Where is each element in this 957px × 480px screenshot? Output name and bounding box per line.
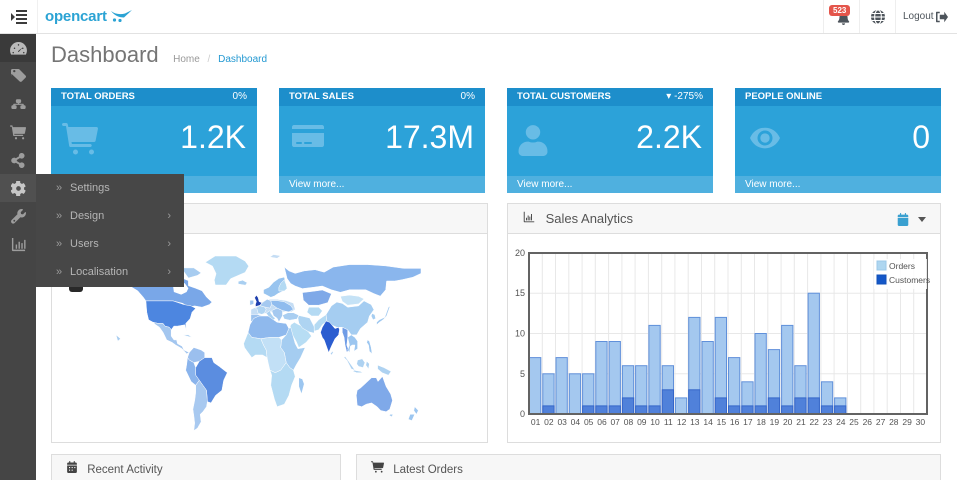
svg-text:12: 12 <box>677 417 687 427</box>
svg-text:22: 22 <box>809 417 819 427</box>
svg-text:08: 08 <box>624 417 634 427</box>
svg-text:04: 04 <box>571 417 581 427</box>
svg-text:15: 15 <box>515 288 525 298</box>
svg-text:01: 01 <box>531 417 541 427</box>
svg-text:30: 30 <box>916 417 926 427</box>
svg-text:21: 21 <box>796 417 806 427</box>
svg-text:29: 29 <box>902 417 912 427</box>
svg-text:20: 20 <box>515 248 525 258</box>
svg-text:26: 26 <box>863 417 873 427</box>
svg-text:24: 24 <box>836 417 846 427</box>
svg-text:14: 14 <box>703 417 713 427</box>
svg-text:11: 11 <box>664 417 673 427</box>
svg-text:28: 28 <box>889 417 899 427</box>
svg-text:25: 25 <box>849 417 859 427</box>
svg-text:02: 02 <box>544 417 554 427</box>
svg-text:13: 13 <box>690 417 700 427</box>
svg-text:19: 19 <box>770 417 780 427</box>
svg-text:0: 0 <box>520 409 525 419</box>
svg-text:09: 09 <box>637 417 647 427</box>
svg-text:07: 07 <box>610 417 620 427</box>
svg-text:05: 05 <box>584 417 594 427</box>
svg-text:18: 18 <box>756 417 766 427</box>
svg-text:15: 15 <box>717 417 727 427</box>
svg-text:23: 23 <box>823 417 833 427</box>
svg-text:03: 03 <box>557 417 567 427</box>
svg-text:Orders: Orders <box>889 261 915 271</box>
svg-text:10: 10 <box>650 417 660 427</box>
svg-text:16: 16 <box>730 417 740 427</box>
svg-text:17: 17 <box>743 417 753 427</box>
svg-text:20: 20 <box>783 417 793 427</box>
svg-text:Customers: Customers <box>889 275 930 285</box>
svg-text:5: 5 <box>520 369 525 379</box>
svg-text:27: 27 <box>876 417 886 427</box>
svg-text:10: 10 <box>515 329 525 339</box>
svg-text:06: 06 <box>597 417 607 427</box>
